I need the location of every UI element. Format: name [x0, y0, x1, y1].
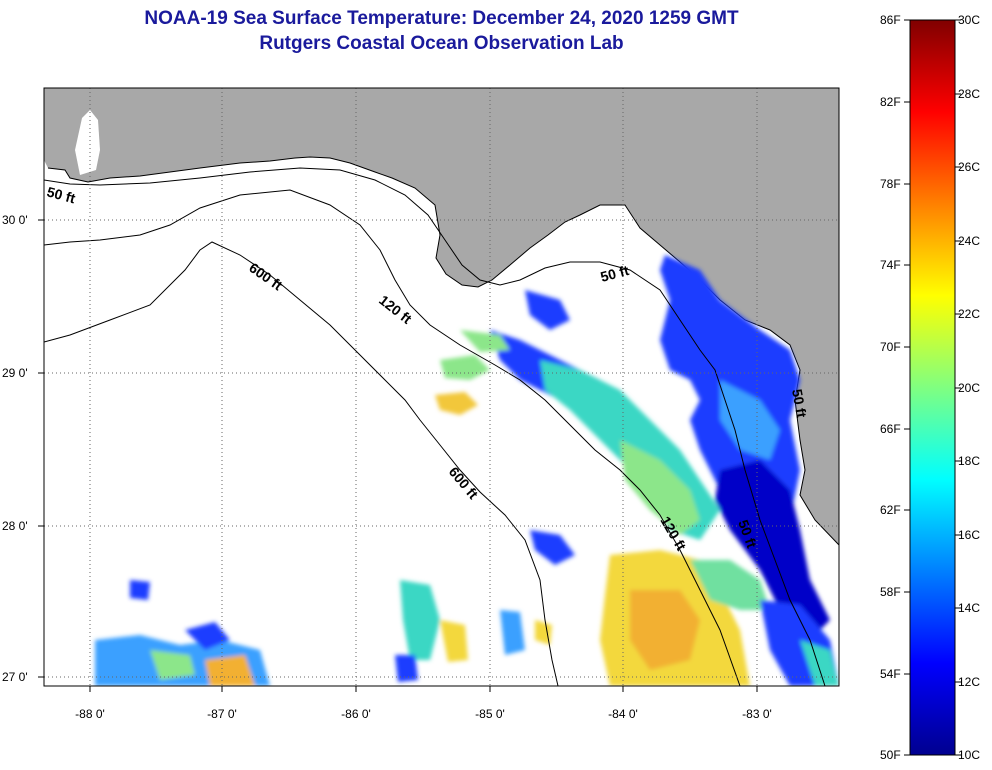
lon-tick-label: -83 0'	[742, 707, 772, 721]
plot-frame	[43, 87, 840, 687]
lon-tick-label: -86 0'	[341, 707, 371, 721]
colorbar-f-label: 82F	[880, 95, 901, 109]
colorbar-c-label: 28C	[958, 87, 981, 101]
lat-tick-label: 30 0'	[2, 213, 28, 227]
colorbar-f-label: 86F	[880, 13, 901, 27]
colorbar-c-label: 30C	[958, 13, 981, 27]
colorbar-f-label: 62F	[880, 503, 901, 517]
contour-label: 50 ft	[45, 183, 77, 206]
lon-tick-label: -85 0'	[475, 707, 505, 721]
map-subtitle: Rutgers Coastal Ocean Observation Lab	[259, 33, 624, 54]
lon-tick-label: -87 0'	[207, 707, 237, 721]
colorbar-c-label: 18C	[958, 454, 981, 468]
colorbar-f-label: 78F	[880, 177, 901, 191]
colorbar-f-label: 74F	[880, 258, 901, 272]
colorbar-f-label: 50F	[880, 748, 901, 762]
land-mass	[44, 88, 839, 545]
contour-120ft	[44, 189, 741, 686]
colorbar-f-label: 70F	[880, 340, 901, 354]
lat-tick-label: 27 0'	[2, 670, 28, 684]
lat-tick-label: 29 0'	[2, 366, 28, 380]
contour-50ft	[44, 167, 826, 686]
colorbar-c-label: 22C	[958, 307, 981, 321]
colorbar-c-label: 10C	[958, 748, 981, 762]
colorbar-c-label: 14C	[958, 601, 981, 615]
contour-label: 50 ft	[789, 388, 810, 419]
depth-contours	[44, 167, 826, 686]
colorbar-f-label: 54F	[880, 667, 901, 681]
lon-tick-label: -84 0'	[608, 707, 638, 721]
axis-ticks	[38, 219, 758, 692]
mobile-bay	[75, 110, 100, 175]
lon-tick-label: -88 0'	[75, 707, 105, 721]
map-title: NOAA-19 Sea Surface Temperature: Decembe…	[144, 8, 739, 29]
contour-label: 50 ft	[599, 262, 631, 285]
contour-600ft	[44, 241, 559, 686]
coastline	[47, 156, 839, 546]
sst-patches	[95, 255, 839, 686]
colorbar-c-label: 16C	[958, 528, 981, 542]
colorbar-c-label: 12C	[958, 675, 981, 689]
colorbar-c-label: 26C	[958, 160, 981, 174]
colorbar-f-label: 66F	[880, 422, 901, 436]
colorbar	[909, 19, 956, 756]
lat-tick-label: 28 0'	[2, 519, 28, 533]
colorbar-c-label: 24C	[958, 234, 981, 248]
colorbar-ticks	[904, 19, 961, 756]
colorbar-c-label: 20C	[958, 381, 981, 395]
colorbar-f-label: 58F	[880, 585, 901, 599]
graticule	[44, 88, 839, 686]
